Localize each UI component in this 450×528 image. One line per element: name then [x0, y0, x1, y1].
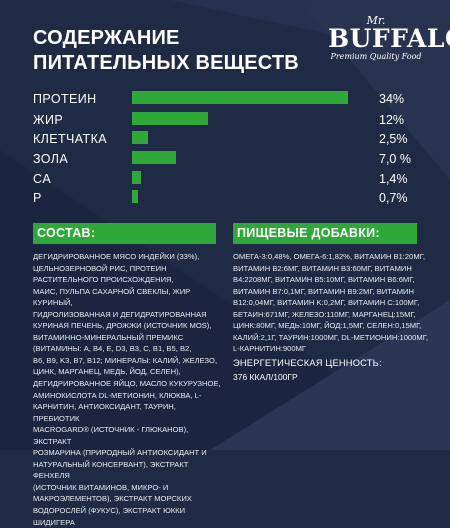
additives-line: ВИТАМИН B2:6МГ, ВИТАМИН B3:60МГ, ВИТАМИН	[233, 263, 412, 273]
nutrient-value: 1,4%	[379, 172, 408, 186]
nutrient-row-protein: ПРОТЕИН 34%	[33, 91, 443, 107]
additives-line: B12:0,04МГ, ВИТАМИН K:0,2МГ, ВИТАМИН C:1…	[233, 298, 420, 308]
additives-header: ПИЩЕВЫЕ ДОБАВКИ:	[233, 223, 417, 244]
nutrient-label: ЖИР	[33, 113, 64, 127]
composition-line: ГИДРОЛИЗОВАННАЯ И ДЕГИДРАТИРОВАННАЯ	[33, 309, 207, 319]
title-line-2: ПИТАТЕЛЬНЫХ ВЕЩЕСТВ	[33, 52, 299, 74]
nutrient-label: КЛЕТЧАТКА	[33, 132, 108, 146]
composition-line: КАРНИТИН, АНТИОКСИДАНТ, ТАУРИН, ПРЕБИОТИ…	[33, 402, 176, 423]
logo-mr: Mr.	[366, 14, 386, 27]
nutrient-label: CA	[33, 172, 52, 186]
additives-line: ОМЕГА-3:0,48%, ОМЕГА-6:1,82%, ВИТАМИН B1…	[233, 252, 425, 261]
nutrient-bar	[132, 91, 348, 104]
composition-line: ДЕГИДРИРОВАННОЕ МЯСО ИНДЕЙКИ (33%),	[33, 252, 200, 261]
additives-line: ВИТАМИН B7:0,1МГ, ВИТАМИН B9:2МГ, ВИТАМИ…	[233, 286, 414, 296]
additives-text: ОМЕГА-3:0,48%, ОМЕГА-6:1,82%, ВИТАМИН B1…	[233, 251, 445, 355]
additives-line: БЕТАИН:671МГ, ЖЕЛЕЗО:110МГ, МАРГАНЕЦ:15М…	[233, 309, 416, 319]
nutrient-row-ash: ЗОЛА 7,0 %	[33, 151, 443, 167]
additives-line: B4:2208МГ, ВИТАМИН B5:10МГ, ВИТАМИН B6:6…	[233, 275, 415, 285]
energy-value: 376 ККАЛ/100ГР	[233, 372, 298, 382]
nutrient-bar	[132, 131, 148, 144]
nutrient-value: 2,5%	[379, 132, 408, 146]
composition-line: (ИСТОЧНИК ВИТАМИНОВ, МИКРО- И	[33, 482, 169, 492]
composition-line: КУРИНАЯ ПЕЧЕНЬ, ДРОЖЖИ (ИСТОЧНИК MOS),	[33, 321, 212, 331]
composition-line: MACROGARD® (ИСТОЧНИК - ГЛЮКАНОВ), ЭКСТРА…	[33, 425, 189, 446]
composition-line: ВИТАМИННО-МИНЕРАЛЬНЫЙ ПРЕМИКС	[33, 332, 184, 342]
composition-line: РАСТИТЕЛЬНОГО ПРОИСХОЖДЕНИЯ,	[33, 275, 174, 285]
nutrient-value: 0,7%	[379, 191, 408, 205]
additives-line: L-КАРНИТИН:900МГ	[233, 344, 307, 354]
composition-line: (ВИТАМИНЫ: A, B4, E, D3, B3, C, B1, B5, …	[33, 344, 192, 354]
composition-text: ДЕГИДРИРОВАННОЕ МЯСО ИНДЕЙКИ (33%), ЦЕЛЬ…	[33, 251, 223, 528]
logo-wordmark: BUFFALO	[328, 24, 450, 53]
additives-line: КАЛИЙ:2,1Г, ТАУРИН:1000МГ, DL-МЕТИОНИН:1…	[233, 332, 428, 342]
composition-line: ЦЕЛЬНОЗЕРНОВОЙ РИС, ПРОТЕИН	[33, 263, 167, 273]
composition-line: РОЗМАРИНА (ПРИРОДНЫЙ АНТИОКСИДАНТ И	[33, 448, 207, 458]
composition-line: АМИНОКИСЛОТА DL-МЕТИОНИН, КЛЮКВА, L-	[33, 390, 202, 400]
page-title: СОДЕРЖАНИЕ ПИТАТЕЛЬНЫХ ВЕЩЕСТВ	[33, 26, 299, 76]
nutrient-label: ПРОТЕИН	[33, 92, 97, 106]
nutrient-bar	[132, 171, 141, 184]
nutrient-value: 7,0 %	[379, 152, 411, 166]
nutrient-label: P	[33, 191, 42, 205]
nutrient-label: ЗОЛА	[33, 152, 69, 166]
nutrient-bar	[132, 112, 209, 125]
logo-tagline: Premium Quality Food	[330, 52, 422, 61]
nutrient-value: 12%	[379, 113, 405, 127]
composition-line: НАТУРАЛЬНЫЙ КОНСЕРВАНТ), ЭКСТРАКТ ФЕНХЕЛ…	[33, 459, 189, 481]
nutrient-row-fiber: КЛЕТЧАТКА 2,5%	[33, 131, 443, 147]
energy-label: ЭНЕРГЕТИЧЕСКАЯ ЦЕННОСТЬ:	[233, 358, 382, 368]
nutrient-row-phosphorus: P 0,7%	[33, 190, 443, 206]
composition-line: B6, B9, K3, B7, B12; МИНЕРАЛЫ: КАЛИЙ, ЖЕ…	[33, 355, 218, 365]
nutrient-row-fat: ЖИР 12%	[33, 112, 443, 128]
additives-line: ЦИНК:80МГ, МЕДЬ:10МГ, ЙОД:1,5МГ, СЕЛЕН:0…	[233, 321, 422, 331]
nutrient-value: 34%	[379, 92, 405, 106]
brand-logo: Mr. BUFFALO Premium Quality Food	[328, 14, 450, 61]
composition-line: МАКРОЭЛЕМЕНТОВ), ЭКСТРАКТ МОРСКИХ	[33, 494, 192, 504]
composition-line: МАИС, ПУЛЬПА САХАРНОЙ СВЕКЛЫ, ЖИР КУРИНЫ…	[33, 286, 191, 308]
nutrient-bar	[132, 151, 177, 164]
composition-line: ВОДОРОСЛЕЙ (ФУКУС), ЭКСТРАКТ ЮККИ ШИДИГЕ…	[33, 506, 186, 527]
nutrient-row-calcium: CA 1,4%	[33, 171, 443, 187]
title-line-1: СОДЕРЖАНИЕ	[33, 27, 180, 49]
nutrient-bar	[132, 190, 138, 203]
composition-line: ЦИНК, МАРГАНЕЦ, МЕДЬ, ЙОД, СЕЛЕН),	[33, 367, 181, 377]
composition-header: СОСТАВ:	[33, 223, 216, 244]
composition-line: ДЕГИДРИРОВАННОЕ ЯЙЦО, МАСЛО КУКУРУЗНОЕ,	[33, 379, 221, 389]
